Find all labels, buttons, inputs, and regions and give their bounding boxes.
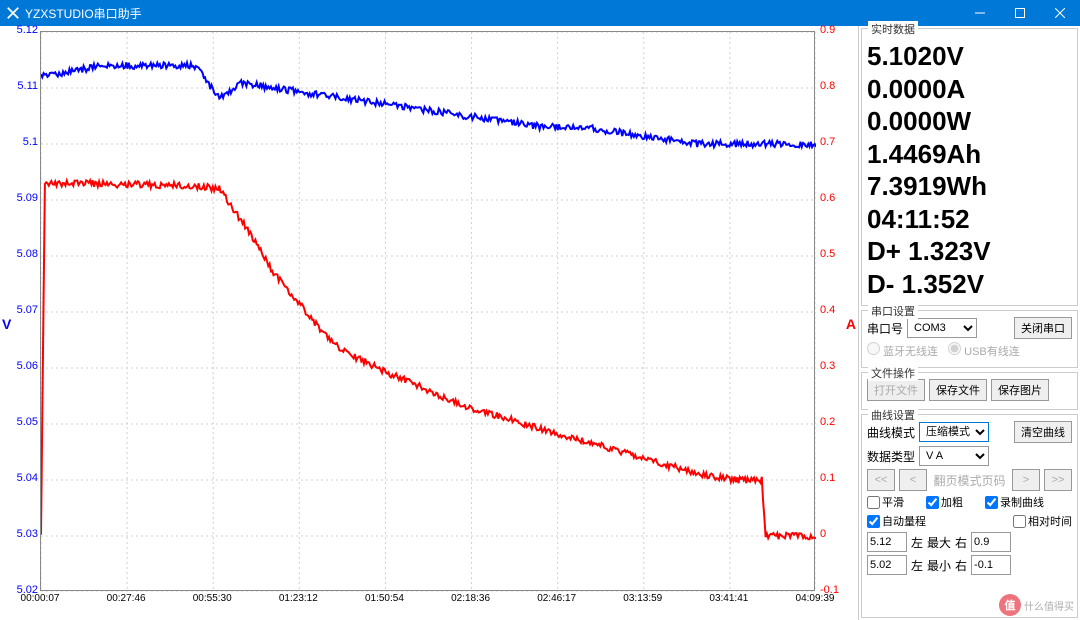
xtick: 04:09:39 <box>796 593 835 604</box>
ytick-left: 5.11 <box>8 80 38 92</box>
xtick: 03:13:59 <box>623 593 662 604</box>
smooth-checkbox[interactable]: 平滑 <box>867 494 904 510</box>
page-next-button[interactable]: > <box>1012 469 1040 491</box>
clear-curve-button[interactable]: 清空曲线 <box>1014 421 1072 443</box>
ytick-right: 0.5 <box>820 248 835 260</box>
ytick-left: 5.12 <box>8 24 38 36</box>
rt-voltage: 5.1020V <box>867 40 1072 73</box>
save-image-button[interactable]: 保存图片 <box>991 379 1049 401</box>
watermark-icon: 值 <box>999 594 1021 616</box>
ytick-right: 0.6 <box>820 192 835 204</box>
autorange-checkbox[interactable]: 自动量程 <box>867 513 926 529</box>
ytick-right: 0.2 <box>820 416 835 428</box>
page-last-button[interactable]: >> <box>1044 469 1072 491</box>
watermark: 值 什么值得买 <box>999 594 1074 616</box>
ytick-right: 0.1 <box>820 472 835 484</box>
side-panel: 实时数据 5.1020V 0.0000A 0.0000W 1.4469Ah 7.… <box>858 26 1080 620</box>
rt-ah: 1.4469Ah <box>867 138 1072 171</box>
page-first-button[interactable]: << <box>867 469 895 491</box>
left-min-input[interactable] <box>867 555 907 575</box>
type-select[interactable]: V A <box>919 446 989 466</box>
xtick: 01:23:12 <box>279 593 318 604</box>
usb-radio[interactable]: USB有线连 <box>948 342 1020 359</box>
mode-select[interactable]: 压缩模式 <box>919 422 989 442</box>
plot-canvas[interactable] <box>40 31 815 591</box>
ytick-left: 5.09 <box>8 192 38 204</box>
close-button[interactable] <box>1040 0 1080 26</box>
right-min-input[interactable] <box>971 555 1011 575</box>
file-group: 文件操作 打开文件 保存文件 保存图片 <box>861 372 1078 410</box>
title-bar: YZXSTUDIO串口助手 <box>0 0 1080 26</box>
minimize-button[interactable] <box>960 0 1000 26</box>
xtick: 00:00:07 <box>21 593 60 604</box>
y-axis-right-label: A <box>846 316 856 332</box>
ytick-left: 5.1 <box>8 136 38 148</box>
ytick-right: 0.9 <box>820 24 835 36</box>
maximize-button[interactable] <box>1000 0 1040 26</box>
serial-group: 串口设置 串口号 COM3 关闭串口 蓝牙无线连 USB有线连 <box>861 310 1078 368</box>
ytick-right: 0.4 <box>820 304 835 316</box>
realtime-group: 实时数据 5.1020V 0.0000A 0.0000W 1.4469Ah 7.… <box>861 28 1078 306</box>
chart-area: V A 5.025.035.045.055.065.075.085.095.15… <box>0 26 858 620</box>
port-label: 串口号 <box>867 320 903 337</box>
save-file-button[interactable]: 保存文件 <box>929 379 987 401</box>
xtick: 00:27:46 <box>107 593 146 604</box>
page-label: 翻页模式页码 <box>931 472 1008 489</box>
close-port-button[interactable]: 关闭串口 <box>1014 317 1072 339</box>
right-max-input[interactable] <box>971 532 1011 552</box>
record-checkbox[interactable]: 录制曲线 <box>985 494 1044 510</box>
rt-current: 0.0000A <box>867 73 1072 106</box>
window-title: YZXSTUDIO串口助手 <box>25 5 960 22</box>
ytick-right: 0.7 <box>820 136 835 148</box>
bt-radio[interactable]: 蓝牙无线连 <box>867 342 938 359</box>
left-max-input[interactable] <box>867 532 907 552</box>
rt-wh: 7.3919Wh <box>867 170 1072 203</box>
mode-label: 曲线模式 <box>867 424 915 441</box>
xtick: 00:55:30 <box>193 593 232 604</box>
rt-time: 04:11:52 <box>867 203 1072 236</box>
ytick-left: 5.03 <box>8 528 38 540</box>
page-prev-button[interactable]: < <box>899 469 927 491</box>
ytick-left: 5.08 <box>8 248 38 260</box>
open-file-button[interactable]: 打开文件 <box>867 379 925 401</box>
curve-group: 曲线设置 曲线模式 压缩模式 清空曲线 数据类型 V A << < 翻页模式页码… <box>861 414 1078 618</box>
app-icon <box>6 6 20 20</box>
ytick-right: 0.3 <box>820 360 835 372</box>
rt-dplus: D+ 1.323V <box>867 235 1072 268</box>
xtick: 02:18:36 <box>451 593 490 604</box>
xtick: 01:50:54 <box>365 593 404 604</box>
ytick-left: 5.05 <box>8 416 38 428</box>
rt-dminus: D- 1.352V <box>867 268 1072 301</box>
ytick-right: 0 <box>820 528 826 540</box>
ytick-left: 5.06 <box>8 360 38 372</box>
xtick: 02:46:17 <box>537 593 576 604</box>
ytick-left: 5.07 <box>8 304 38 316</box>
bold-checkbox[interactable]: 加粗 <box>926 494 963 510</box>
port-select[interactable]: COM3 <box>907 318 977 338</box>
reltime-checkbox[interactable]: 相对时间 <box>1013 513 1072 529</box>
ytick-right: 0.8 <box>820 80 835 92</box>
ytick-left: 5.04 <box>8 472 38 484</box>
xtick: 03:41:41 <box>709 593 748 604</box>
y-axis-left-label: V <box>2 316 11 332</box>
rt-power: 0.0000W <box>867 105 1072 138</box>
type-label: 数据类型 <box>867 448 915 465</box>
